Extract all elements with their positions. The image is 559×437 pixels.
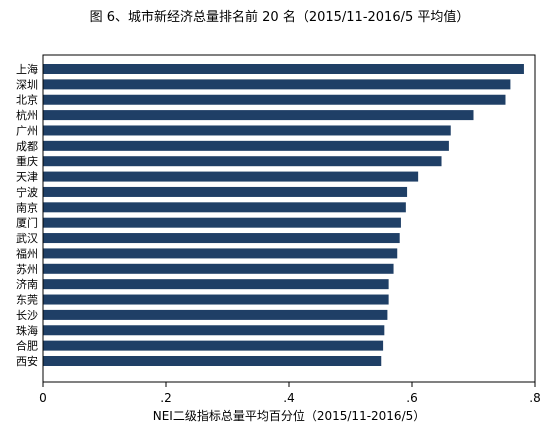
bar-17 <box>43 309 388 320</box>
bar-6 <box>43 140 449 151</box>
x-axis-title: NEI二级指标总量平均百分位（2015/11-2016/5） <box>153 408 426 423</box>
bar-16 <box>43 294 389 305</box>
x-tick-label: .4 <box>283 391 294 405</box>
bar-20 <box>43 356 382 366</box>
bar-2 <box>43 79 511 90</box>
category-label: 西安 <box>16 354 38 368</box>
bar-5 <box>43 125 451 136</box>
category-label: 长沙 <box>16 309 38 322</box>
category-label: 杭州 <box>16 108 38 122</box>
category-label: 厦门 <box>16 216 38 230</box>
bar-9 <box>43 186 408 197</box>
chart-title: 图 6、城市新经济总量排名前 20 名（2015/11-2016/5 平均值） <box>89 10 470 25</box>
bar-13 <box>43 248 398 259</box>
category-label: 珠海 <box>16 323 38 337</box>
category-label: 广州 <box>16 124 38 137</box>
bar-3 <box>43 94 506 105</box>
bar-7 <box>43 156 442 167</box>
category-label: 济南 <box>16 277 38 291</box>
bar-4 <box>43 110 474 121</box>
category-label: 上海 <box>16 62 38 76</box>
bar-10 <box>43 202 406 213</box>
x-axis-ticks-group: 0 .2 .4 .6 .8 <box>39 382 541 405</box>
category-label: 武汉 <box>16 232 38 245</box>
category-label: 宁波 <box>16 185 38 199</box>
bar-11 <box>43 217 401 228</box>
category-label: 成都 <box>16 140 38 153</box>
bar-19 <box>43 340 384 351</box>
x-tick-label: .8 <box>529 391 540 405</box>
category-label: 北京 <box>16 93 38 107</box>
bars-group <box>43 64 524 366</box>
bar-14 <box>43 263 394 274</box>
category-label: 苏州 <box>16 263 38 276</box>
bar-8 <box>43 171 419 182</box>
category-label: 深圳 <box>16 78 38 91</box>
category-label: 南京 <box>16 200 38 214</box>
x-tick-label: .2 <box>160 391 171 405</box>
bar-12 <box>43 233 400 244</box>
bar-1 <box>43 64 524 74</box>
x-tick-label: 0 <box>39 391 47 405</box>
category-label: 福州 <box>16 246 38 260</box>
category-label: 东莞 <box>16 294 38 307</box>
category-label: 天津 <box>16 171 38 184</box>
category-label: 重庆 <box>16 154 38 168</box>
bar-15 <box>43 279 389 290</box>
x-tick-label: .6 <box>406 391 417 405</box>
bar-18 <box>43 325 385 336</box>
category-label: 合肥 <box>16 339 38 353</box>
